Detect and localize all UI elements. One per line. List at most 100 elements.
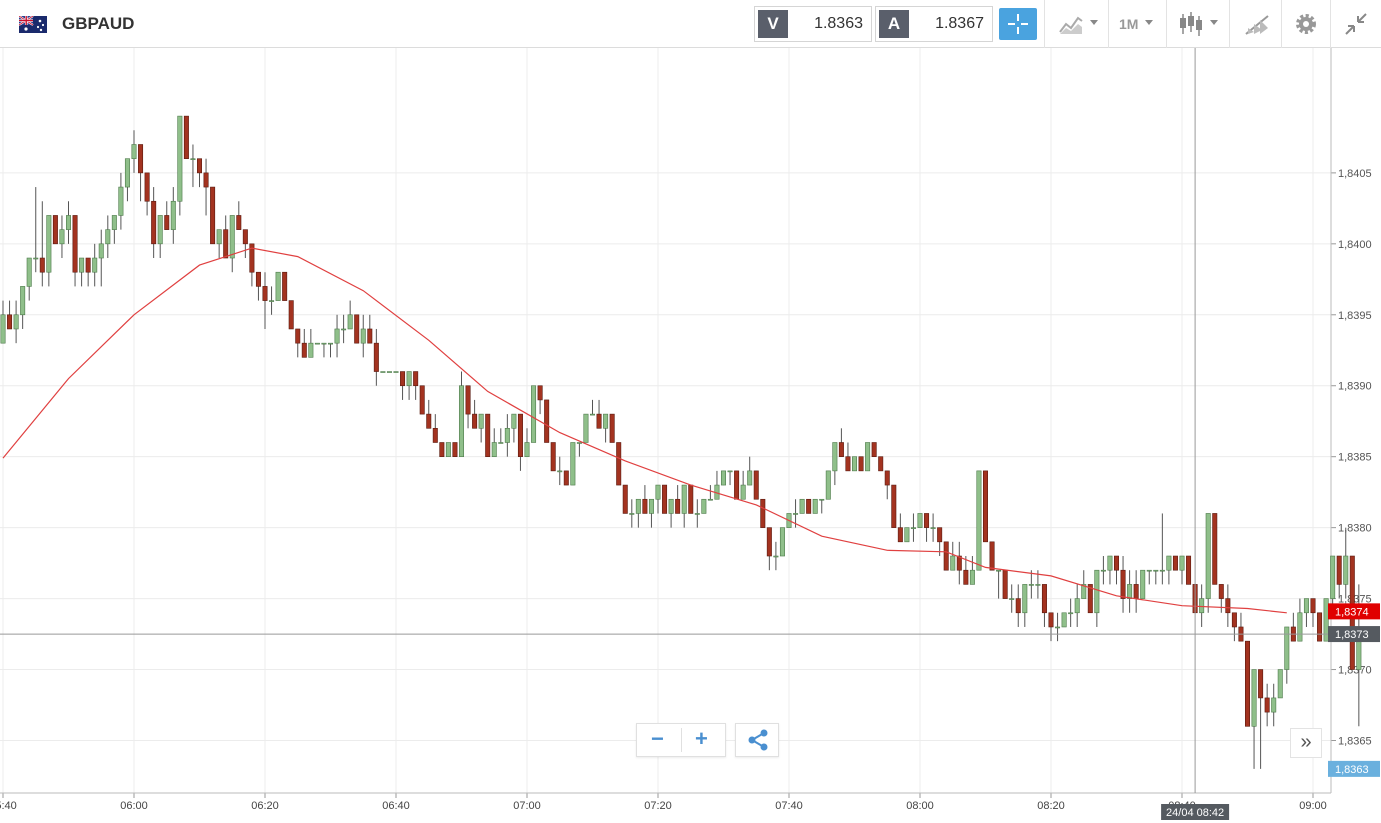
candle-body bbox=[393, 371, 399, 373]
candle-body bbox=[668, 498, 674, 514]
candle-body bbox=[13, 314, 19, 330]
candle-body bbox=[871, 442, 877, 457]
candle-body bbox=[1330, 555, 1336, 599]
candle-body bbox=[753, 470, 759, 500]
y-tick-label: 1,8375 bbox=[1338, 594, 1372, 606]
settings-button[interactable] bbox=[1286, 6, 1326, 42]
candle-body bbox=[740, 484, 746, 500]
candle-body bbox=[825, 470, 831, 500]
gb-au-flag-icon bbox=[19, 16, 47, 33]
candle-body bbox=[1303, 598, 1309, 614]
price-chart[interactable]: 1,8365 1,8370 1,8375 1,8380 1,8385 1,8390 1,83… bbox=[0, 48, 1381, 823]
candle-body bbox=[819, 498, 825, 501]
x-tick-label: 07:00 bbox=[513, 800, 541, 812]
candle-body bbox=[734, 470, 740, 500]
candlestick-button[interactable] bbox=[1170, 6, 1226, 42]
candle-body bbox=[458, 385, 464, 457]
y-tick-label: 1,8400 bbox=[1338, 239, 1372, 251]
candle-body bbox=[937, 527, 943, 543]
collapse-icon bbox=[1345, 13, 1367, 35]
candle-body bbox=[301, 342, 307, 358]
candle-body bbox=[662, 484, 668, 514]
y-tick-label: 1,8395 bbox=[1338, 310, 1372, 322]
candle-body bbox=[950, 555, 956, 571]
crosshair-time-label: 24/04 08:42 bbox=[1166, 807, 1224, 819]
chevron-down-icon bbox=[1090, 20, 1098, 25]
candle-body bbox=[701, 498, 707, 514]
candle-body bbox=[550, 442, 556, 472]
candle-body bbox=[85, 257, 91, 273]
collapse-button[interactable] bbox=[1336, 6, 1376, 42]
x-tick-label: 06:40 bbox=[382, 800, 410, 812]
crosshair-button[interactable] bbox=[999, 8, 1037, 40]
candle-body bbox=[1094, 569, 1100, 614]
candle-body bbox=[275, 271, 281, 301]
candle-body bbox=[681, 484, 687, 514]
x-tick-label: 06:20 bbox=[251, 800, 279, 812]
candle-body bbox=[884, 470, 890, 486]
candle-body bbox=[930, 527, 936, 529]
y-tick-label: 1,8380 bbox=[1338, 523, 1372, 535]
candle-body bbox=[485, 413, 491, 457]
buy-price-button[interactable]: A 1.8367 bbox=[875, 6, 993, 42]
candle-body bbox=[1297, 612, 1303, 642]
draw-tools-button[interactable] bbox=[1236, 6, 1276, 42]
candle-body bbox=[111, 215, 117, 230]
sell-price-axis-label-bg bbox=[1328, 760, 1380, 777]
candle-body bbox=[1225, 598, 1231, 614]
candle-body bbox=[924, 513, 930, 528]
candle-body bbox=[380, 371, 386, 373]
chart-type-button[interactable] bbox=[1050, 6, 1106, 42]
candle-body bbox=[517, 413, 523, 457]
crosshair-time-bg bbox=[1161, 804, 1230, 820]
x-tick-label: 05:40 bbox=[0, 800, 17, 812]
candle-body bbox=[203, 172, 209, 188]
candle-body bbox=[1028, 584, 1034, 586]
candle-body bbox=[845, 456, 851, 472]
candle-body bbox=[164, 215, 170, 230]
candle-body bbox=[963, 569, 969, 585]
candle-body bbox=[413, 371, 419, 387]
candle-body bbox=[655, 484, 661, 500]
candle-body bbox=[1199, 598, 1205, 614]
x-tick-label: 08:20 bbox=[1037, 800, 1065, 812]
candle-body bbox=[773, 555, 779, 558]
candle-body bbox=[1068, 612, 1074, 615]
candle-body bbox=[92, 257, 98, 273]
candle-body bbox=[576, 442, 582, 444]
crosshair-icon bbox=[1008, 14, 1028, 34]
candle-body bbox=[1186, 555, 1192, 585]
timeframe-dropdown[interactable]: 1M bbox=[1112, 6, 1164, 42]
sell-price-button[interactable]: V 1.8363 bbox=[754, 6, 872, 42]
candle-body bbox=[832, 442, 838, 472]
candle-body bbox=[996, 569, 1002, 572]
candle-body bbox=[622, 484, 628, 514]
candle-body bbox=[635, 498, 641, 514]
candle-body bbox=[354, 314, 360, 344]
share-button[interactable] bbox=[735, 723, 779, 757]
zoom-controls: − + bbox=[636, 723, 726, 757]
zoom-in-button[interactable]: + bbox=[695, 726, 708, 751]
candle-body bbox=[269, 300, 275, 302]
zoom-out-button[interactable]: − bbox=[651, 726, 664, 751]
candle-body bbox=[694, 513, 700, 515]
candle-body bbox=[760, 498, 766, 528]
candle-body bbox=[1061, 612, 1067, 628]
candle-body bbox=[1166, 555, 1172, 571]
candle-body bbox=[445, 442, 451, 457]
gear-icon bbox=[1296, 14, 1316, 34]
candle-body bbox=[989, 541, 995, 571]
scroll-right-button[interactable]: » bbox=[1290, 728, 1322, 758]
candle-body bbox=[1100, 569, 1106, 572]
candle-body bbox=[629, 513, 635, 515]
candle-body bbox=[1218, 584, 1224, 599]
candle-body bbox=[308, 342, 314, 358]
candle-body bbox=[910, 527, 916, 529]
candle-body bbox=[386, 371, 392, 373]
x-tick-label: 07:20 bbox=[644, 800, 672, 812]
candle-body bbox=[917, 513, 923, 528]
candle-body bbox=[105, 229, 111, 245]
candle-body bbox=[347, 314, 353, 330]
candle-body bbox=[537, 385, 543, 401]
candle-body bbox=[858, 456, 864, 472]
